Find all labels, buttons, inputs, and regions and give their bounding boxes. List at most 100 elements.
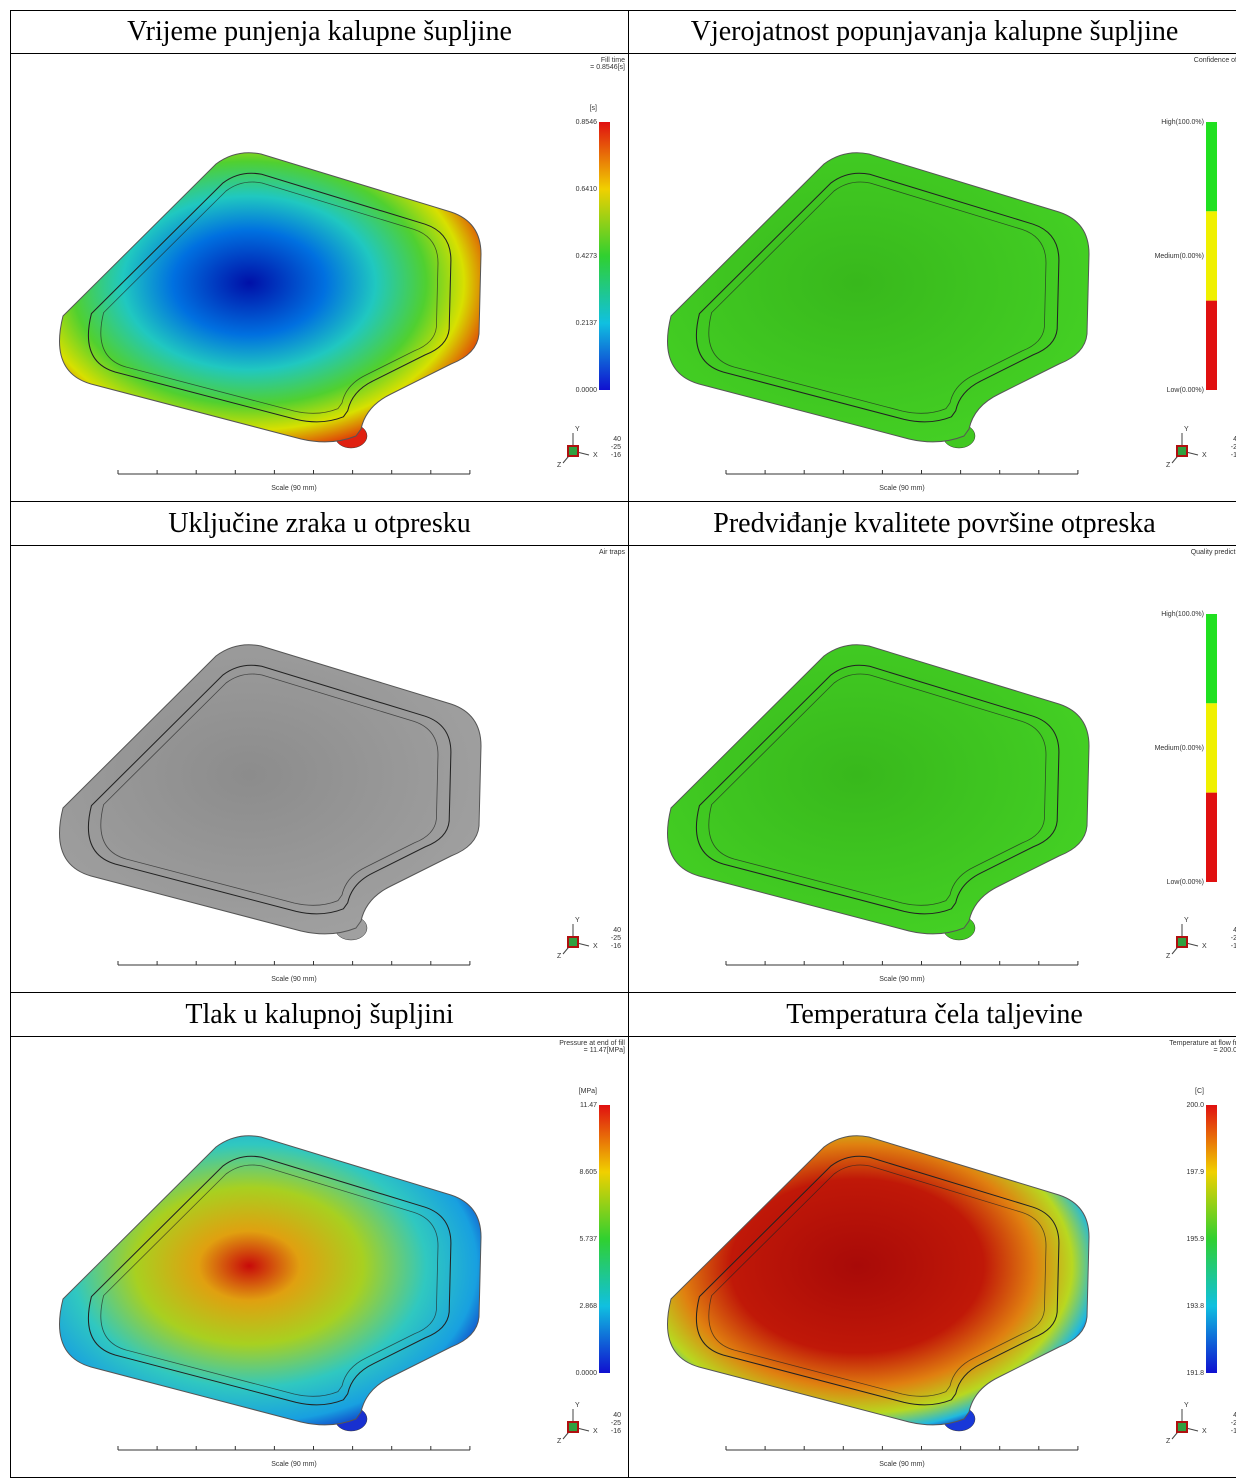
panel-image: Quality predicti High(100.0%) Medium(0.00%… — [629, 546, 1236, 992]
legend-label: 200.0 — [1186, 1102, 1204, 1109]
legend-label: Low(0.00%) — [1167, 879, 1204, 886]
view-angle: -16 — [611, 1428, 621, 1435]
legend-label: Low(0.00%) — [1167, 387, 1204, 394]
legend-label: 0.6410 — [576, 186, 598, 193]
view-angle: -16 — [611, 943, 621, 950]
panel-image: Pressure at end of fill= 11.47[MPa][MPa]… — [11, 1037, 629, 1477]
axis-label: Z — [557, 953, 562, 960]
view-angle: -1 — [1231, 452, 1236, 459]
scale-label: Scale (90 mm) — [271, 976, 317, 983]
part-body — [668, 645, 1090, 934]
legend-bar — [599, 122, 610, 390]
legend-label: 8.605 — [579, 1169, 597, 1176]
panel-title: Temperatura čela taljevine — [629, 993, 1236, 1037]
legend-band — [1206, 211, 1217, 300]
triad-cube — [568, 446, 578, 456]
axis-label: Y — [575, 426, 580, 433]
part-body — [60, 1136, 482, 1425]
triad-cube — [1177, 446, 1187, 456]
result-note: = 0.8546[s] — [590, 64, 625, 71]
part-body — [60, 153, 482, 442]
panel-image: Temperature at flow fr= 200.0[C]200.0197… — [629, 1037, 1236, 1477]
triad-cube — [1177, 937, 1187, 947]
scale-label: Scale (90 mm) — [271, 485, 317, 492]
legend-label: 0.2137 — [576, 320, 598, 327]
axis-label: X — [1202, 452, 1207, 459]
part — [60, 1136, 482, 1431]
legend-label: 0.0000 — [576, 1370, 598, 1377]
panel-title: Vrijeme punjenja kalupne šupljine — [11, 11, 629, 54]
axis-label: Y — [1184, 1402, 1189, 1409]
view-angle: -16 — [611, 452, 621, 459]
triad-cube — [568, 1422, 578, 1432]
legend-label: 0.8546 — [576, 119, 598, 126]
legend-label: 195.9 — [1186, 1236, 1204, 1243]
legend-band — [1206, 122, 1217, 211]
panel-image: Confidence ofHigh(100.0%)Medium(0.00%)Lo… — [629, 54, 1236, 501]
view-angle: -25 — [611, 1420, 621, 1427]
part-body — [668, 153, 1090, 442]
axis-label: X — [1202, 943, 1207, 950]
panel: Pressure at end of fill= 11.47[MPa][MPa]… — [11, 1037, 629, 1478]
view-angle: -2 — [1231, 935, 1236, 942]
legend-label: 11.47 — [580, 1102, 597, 1109]
part — [668, 645, 1090, 940]
scale-label: Scale (90 mm) — [271, 1461, 317, 1468]
panel-title: Tlak u kalupnoj šupljini — [11, 993, 629, 1037]
scale-label: Scale (90 mm) — [879, 976, 925, 983]
result-note: Temperature at flow fr — [1169, 1040, 1236, 1047]
view-angle: 40 — [613, 927, 621, 934]
legend-label: 191.8 — [1186, 1370, 1204, 1377]
view-angle: -25 — [611, 444, 621, 451]
panel-title: Vjerojatnost popunjavanja kalupne šuplji… — [629, 11, 1236, 54]
legend-unit: [s] — [590, 105, 597, 112]
axis-label: Z — [1166, 462, 1171, 469]
triad-cube — [1177, 1422, 1187, 1432]
panel-title: Predviđanje kvalitete površine otpreska — [629, 502, 1236, 546]
panel-title: Uključine zraka u otpresku — [11, 502, 629, 546]
legend-label: Medium(0.00%) — [1155, 253, 1204, 260]
axis-label: X — [593, 452, 598, 459]
panel: Quality predicti High(100.0%) Medium(0.00%… — [629, 546, 1236, 993]
legend-band — [1206, 703, 1217, 792]
view-angle: -1 — [1231, 1428, 1236, 1435]
view-angle: -2 — [1231, 444, 1236, 451]
result-note: Air traps — [599, 549, 626, 556]
part-body — [668, 1136, 1090, 1425]
axis-label: X — [1202, 1428, 1207, 1435]
triad-cube — [568, 937, 578, 947]
axis-label: Z — [557, 462, 562, 469]
legend-label: 5.737 — [579, 1236, 597, 1243]
axis-label: Z — [1166, 1438, 1171, 1445]
legend-label: 0.4273 — [576, 253, 598, 260]
axis-label: Y — [1184, 426, 1189, 433]
legend-label: Medium(0.00%) — [1155, 745, 1204, 752]
axis-label: Y — [1184, 917, 1189, 924]
result-note: Quality predicti — [1191, 549, 1236, 556]
axis-label: Y — [575, 917, 580, 924]
legend-bar — [1206, 1105, 1217, 1373]
result-note: Confidence of — [1194, 57, 1236, 64]
axis-label: Z — [1166, 953, 1171, 960]
view-angle: 40 — [613, 436, 621, 443]
legend-band — [1206, 793, 1217, 882]
legend-label: 0.0000 — [576, 387, 598, 394]
legend-band — [1206, 301, 1217, 390]
axis-label: X — [593, 943, 598, 950]
legend-label: 193.8 — [1186, 1303, 1204, 1310]
legend-label: 197.9 — [1186, 1169, 1204, 1176]
view-angle: -2 — [1231, 1420, 1236, 1427]
legend-label: 2.868 — [579, 1303, 597, 1310]
legend-bar — [599, 1105, 610, 1373]
part-body — [60, 645, 482, 934]
legend-band — [1206, 614, 1217, 703]
part — [60, 153, 482, 448]
axis-label: Y — [575, 1402, 580, 1409]
legend-label: High(100.0%) — [1161, 611, 1204, 618]
